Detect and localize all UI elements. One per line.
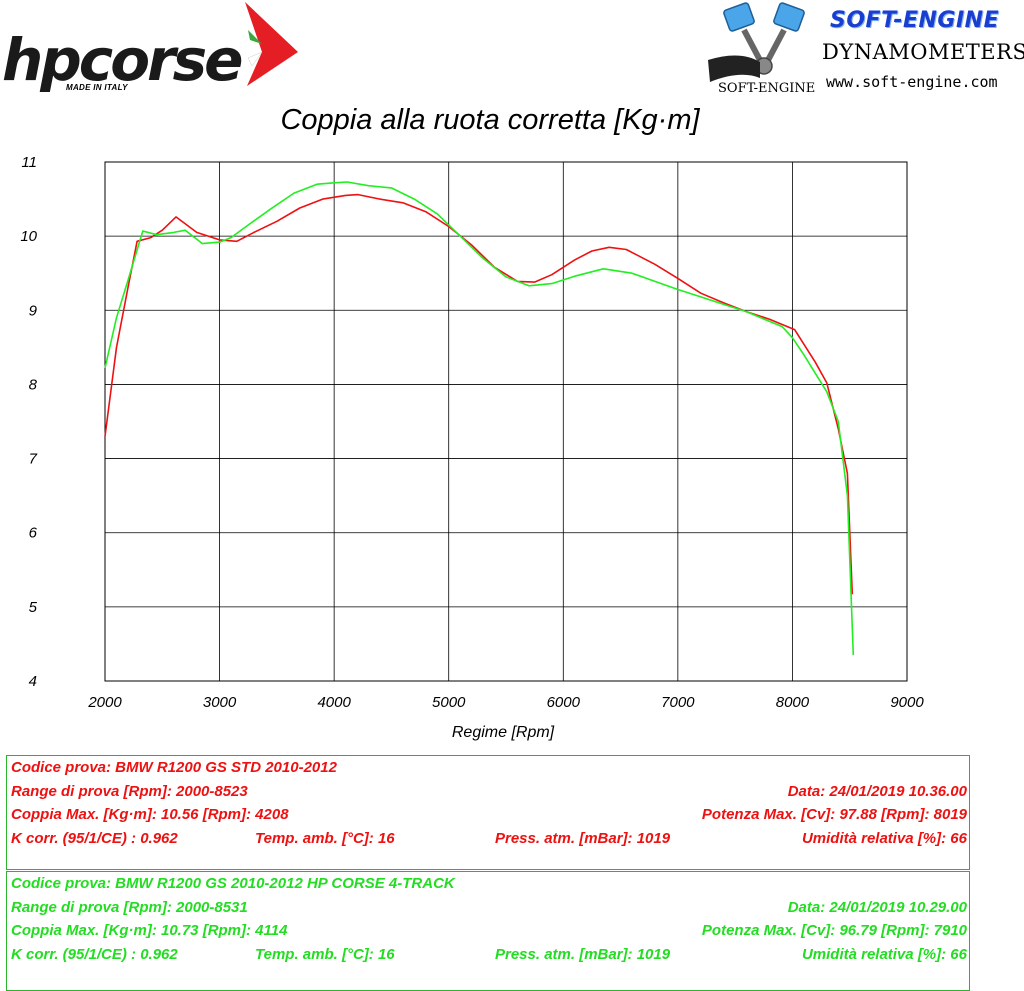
test-code: Codice prova: BMW R1200 GS STD 2010-2012 bbox=[11, 759, 337, 776]
test-humidity: Umidità relativa [%]: 66 bbox=[801, 945, 967, 963]
test-range: Range di prova [Rpm]: 2000-8531 bbox=[11, 898, 248, 916]
y-tick-label: 10 bbox=[20, 228, 37, 245]
y-tick-label: 5 bbox=[29, 599, 38, 616]
test-temp: Temp. amb. [°C]: 16 bbox=[255, 829, 395, 847]
y-tick-label: 7 bbox=[29, 451, 38, 468]
test-torque-max: Coppia Max. [Kg·m]: 10.56 [Rpm]: 4208 bbox=[11, 806, 289, 823]
series-line-2 bbox=[104, 181, 855, 656]
y-tick-label: 11 bbox=[21, 154, 37, 171]
y-tick-label: 9 bbox=[29, 302, 38, 319]
test-power-max: Potenza Max. [Cv]: 97.88 [Rpm]: 8019 bbox=[701, 806, 967, 823]
soft-engine-small-logo-text: SOFT-ENGINE bbox=[718, 81, 815, 96]
made-in-italy-label: MADE IN ITALY bbox=[66, 83, 128, 92]
svg-text:hpcorse: hpcorse bbox=[2, 26, 242, 94]
x-tick-label: 9000 bbox=[890, 694, 924, 711]
soft-engine-piston-logo: SOFT-ENGINE bbox=[708, 2, 815, 96]
test-torque-max: Coppia Max. [Kg·m]: 10.73 [Rpm]: 4114 bbox=[11, 922, 288, 939]
x-axis-label: Regime [Rpm] bbox=[452, 724, 555, 741]
torque-chart: 2000 3000 4000 5000 6000 7000 8000 9000 4 5 6 7 8 9 10… bbox=[20, 154, 924, 741]
test-press: Press. atm. [mBar]: 1019 bbox=[495, 945, 671, 963]
soft-engine-url: www.soft-engine.com bbox=[826, 73, 998, 91]
chart-grid bbox=[104, 161, 908, 682]
plot-frame bbox=[104, 161, 908, 682]
test-k-corr: K corr. (95/1/CE) : 0.962 bbox=[11, 829, 178, 847]
test-press: Press. atm. [mBar]: 1019 bbox=[495, 829, 671, 847]
x-tick-label: 5000 bbox=[432, 694, 466, 711]
test-info-box-std: Codice prova: BMW R1200 GS STD 2010-2012… bbox=[6, 755, 970, 870]
test-date: Data: 24/01/2019 10.29.00 bbox=[787, 898, 967, 916]
x-tick-label: 3000 bbox=[203, 694, 237, 711]
test-info-box-hpcorse: Codice prova: BMW R1200 GS 2010-2012 HP … bbox=[6, 871, 970, 991]
x-tick-label: 7000 bbox=[661, 694, 695, 711]
x-tick-label: 8000 bbox=[776, 694, 810, 711]
x-tick-label: 2000 bbox=[87, 694, 122, 711]
x-tick-label: 6000 bbox=[547, 694, 581, 711]
y-tick-label: 8 bbox=[29, 376, 38, 393]
y-tick-label: 4 bbox=[29, 673, 37, 690]
chart-title: Coppia alla ruota corretta [Kg·m] bbox=[280, 104, 700, 136]
x-tick-label: 4000 bbox=[317, 694, 351, 711]
chart-series bbox=[104, 181, 855, 656]
hpcorse-logo: hpcorse bbox=[2, 2, 298, 94]
chart-ticks: 2000 3000 4000 5000 6000 7000 8000 9000 4 5 6 7 8 9 10… bbox=[20, 154, 924, 711]
test-date: Data: 24/01/2019 10.36.00 bbox=[787, 782, 967, 800]
test-range: Range di prova [Rpm]: 2000-8523 bbox=[11, 782, 248, 800]
soft-engine-subtitle: DYNAMOMETERS bbox=[822, 40, 1024, 64]
y-tick-label: 6 bbox=[29, 525, 38, 542]
test-power-max: Potenza Max. [Cv]: 96.79 [Rpm]: 7910 bbox=[701, 922, 967, 939]
test-code: Codice prova: BMW R1200 GS 2010-2012 HP … bbox=[11, 875, 455, 892]
test-humidity: Umidità relativa [%]: 66 bbox=[801, 829, 967, 847]
test-temp: Temp. amb. [°C]: 16 bbox=[255, 945, 395, 963]
soft-engine-title: SOFT-ENGINE bbox=[830, 8, 1000, 33]
test-k-corr: K corr. (95/1/CE) : 0.962 bbox=[11, 945, 178, 963]
